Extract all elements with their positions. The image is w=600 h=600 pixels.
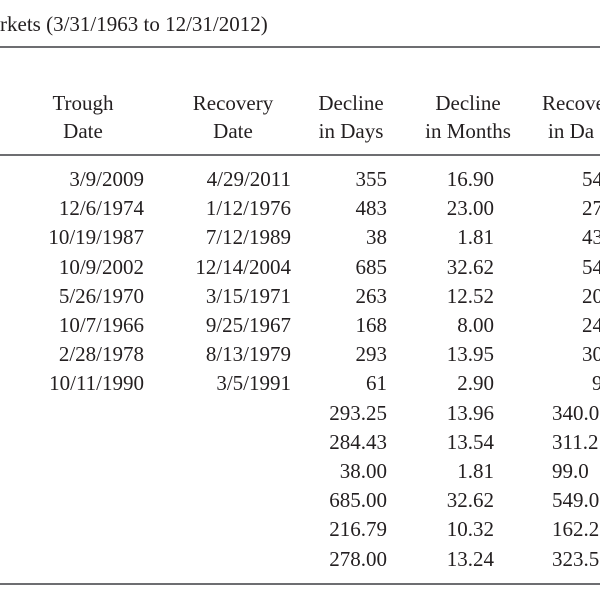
- header-line: in Months: [425, 119, 511, 143]
- cell-decline-days: 293: [355, 342, 388, 367]
- cell-recovery-days: 340.0: [552, 400, 600, 425]
- header-recovery-days: Recove in Da: [538, 89, 600, 145]
- cell-recovery-days: 54: [582, 167, 600, 191]
- cell-recovery-days: 549.0: [552, 488, 600, 513]
- cell-trough-date: 10/9/2002: [58, 254, 144, 279]
- cell-decline-months: 13.24: [446, 546, 494, 571]
- header-line: Decline: [318, 91, 384, 115]
- cell-decline-days: 293.25: [329, 400, 387, 425]
- cell-recovery-date: 9/25/1967: [205, 313, 291, 337]
- cell-trough-date: 3/9/2009: [69, 167, 144, 191]
- header-line: Date: [213, 119, 253, 143]
- cell-trough-date: 2/28/1978: [58, 342, 144, 367]
- header-line: in Days: [318, 119, 384, 143]
- header-trough-date: Trough Date: [38, 89, 128, 145]
- cell-decline-days: 685.00: [329, 488, 387, 513]
- cell-recovery-date: 1/12/1976: [205, 196, 291, 221]
- cell-recovery-days: 311.2: [552, 429, 599, 454]
- cell-recovery-days: 27: [582, 196, 600, 221]
- cell-decline-months: 12.52: [446, 283, 494, 308]
- cell-decline-days: 61: [366, 371, 387, 396]
- cell-recovery-days: 99.0: [552, 459, 589, 483]
- cell-decline-months: 1.81: [457, 225, 494, 250]
- header-recovery-date: Recovery Date: [184, 89, 282, 145]
- cell-decline-days: 685: [355, 254, 388, 279]
- cell-decline-months: 16.90: [446, 167, 494, 191]
- header-line: Date: [63, 119, 103, 143]
- cell-trough-date: 10/7/1966: [58, 313, 144, 337]
- cell-decline-months: 13.95: [446, 342, 494, 367]
- header-line: Recove: [542, 91, 600, 115]
- cell-recovery-date: 12/14/2004: [195, 254, 291, 279]
- cell-recovery-days: 24: [582, 313, 600, 337]
- table-title: rkets (3/31/1963 to 12/31/2012): [0, 12, 268, 36]
- cell-recovery-date: 3/15/1971: [205, 283, 291, 308]
- header-decline-days: Decline in Days: [308, 89, 394, 145]
- cell-decline-months: 10.32: [446, 517, 494, 542]
- cell-decline-months: 32.62: [446, 254, 494, 279]
- cell-decline-months: 1.81: [457, 459, 494, 483]
- cell-decline-days: 483: [355, 196, 388, 221]
- cell-recovery-days: 30: [582, 342, 600, 367]
- header-line: Decline: [435, 91, 501, 115]
- cell-decline-days: 278.00: [329, 546, 387, 571]
- cell-recovery-days: 20: [582, 283, 600, 308]
- cell-recovery-days: 323.5: [552, 546, 600, 571]
- cell-recovery-days: 43: [582, 225, 600, 250]
- bottom-rule: [0, 583, 600, 585]
- cell-decline-days: 38: [366, 225, 387, 250]
- cell-trough-date: 5/26/1970: [58, 283, 144, 308]
- header-line: Trough: [52, 91, 114, 115]
- cell-recovery-date: 7/12/1989: [205, 225, 291, 250]
- cell-recovery-date: 8/13/1979: [205, 342, 291, 367]
- header-decline-months: Decline in Months: [412, 89, 524, 145]
- cell-decline-days: 263: [355, 283, 388, 308]
- header-line: Recovery: [192, 91, 274, 115]
- cell-trough-date: 10/11/1990: [49, 371, 144, 396]
- cell-trough-date: 12/6/1974: [58, 196, 144, 221]
- cell-decline-months: 32.62: [446, 488, 494, 513]
- cell-decline-days: 168: [355, 313, 388, 337]
- cell-recovery-date: 3/5/1991: [216, 371, 291, 396]
- cell-decline-months: 13.54: [446, 429, 494, 454]
- cell-recovery-days: 54: [582, 254, 600, 279]
- cell-decline-months: 13.96: [446, 400, 494, 425]
- header-line: in Da: [548, 119, 595, 143]
- cell-decline-days: 38.00: [339, 459, 387, 483]
- cell-recovery-days: 9: [592, 371, 600, 396]
- cell-trough-date: 10/19/1987: [48, 225, 144, 250]
- top-rule: [0, 46, 600, 48]
- cell-decline-days: 284.43: [329, 429, 387, 454]
- cell-decline-months: 23.00: [446, 196, 494, 221]
- cell-recovery-date: 4/29/2011: [206, 167, 291, 191]
- cell-decline-months: 2.90: [457, 371, 494, 396]
- cell-decline-days: 216.79: [329, 517, 387, 542]
- header-rule: [0, 154, 600, 156]
- cell-recovery-days: 162.2: [552, 517, 600, 542]
- cell-decline-months: 8.00: [457, 313, 494, 337]
- cell-decline-days: 355: [355, 167, 388, 191]
